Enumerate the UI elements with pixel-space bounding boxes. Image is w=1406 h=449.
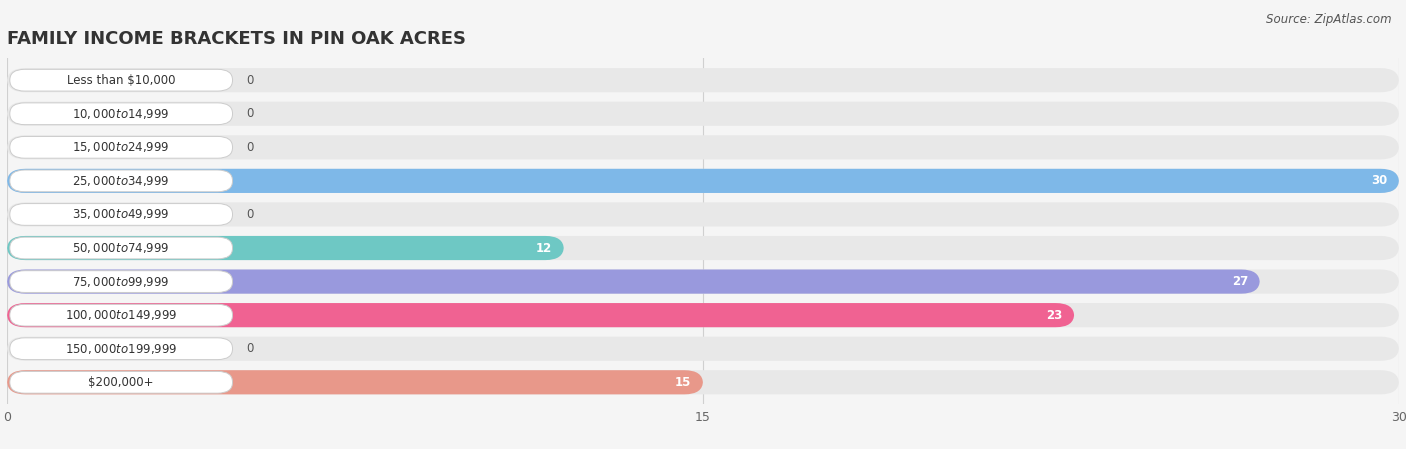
Text: $200,000+: $200,000+ (89, 376, 153, 389)
Text: $100,000 to $149,999: $100,000 to $149,999 (65, 308, 177, 322)
Text: 0: 0 (246, 141, 254, 154)
FancyBboxPatch shape (10, 103, 232, 125)
FancyBboxPatch shape (10, 371, 232, 393)
FancyBboxPatch shape (7, 202, 1399, 227)
FancyBboxPatch shape (7, 370, 1399, 394)
Text: 0: 0 (246, 107, 254, 120)
FancyBboxPatch shape (10, 170, 232, 192)
Text: $35,000 to $49,999: $35,000 to $49,999 (73, 207, 170, 221)
Text: 23: 23 (1046, 308, 1063, 321)
Text: $25,000 to $34,999: $25,000 to $34,999 (73, 174, 170, 188)
Text: 27: 27 (1232, 275, 1249, 288)
FancyBboxPatch shape (10, 338, 232, 360)
Text: 15: 15 (675, 376, 692, 389)
FancyBboxPatch shape (7, 337, 1399, 361)
Text: $50,000 to $74,999: $50,000 to $74,999 (73, 241, 170, 255)
FancyBboxPatch shape (7, 236, 1399, 260)
Text: 0: 0 (246, 74, 254, 87)
FancyBboxPatch shape (7, 303, 1399, 327)
FancyBboxPatch shape (7, 169, 1399, 193)
FancyBboxPatch shape (10, 136, 232, 158)
Text: Source: ZipAtlas.com: Source: ZipAtlas.com (1267, 13, 1392, 26)
Text: FAMILY INCOME BRACKETS IN PIN OAK ACRES: FAMILY INCOME BRACKETS IN PIN OAK ACRES (7, 31, 465, 48)
Text: 0: 0 (246, 342, 254, 355)
FancyBboxPatch shape (7, 101, 1399, 126)
FancyBboxPatch shape (7, 68, 1399, 92)
FancyBboxPatch shape (7, 269, 1260, 294)
Text: 0: 0 (246, 208, 254, 221)
Text: 12: 12 (536, 242, 553, 255)
FancyBboxPatch shape (7, 169, 1399, 193)
Text: 30: 30 (1371, 174, 1388, 187)
Text: $15,000 to $24,999: $15,000 to $24,999 (73, 141, 170, 154)
FancyBboxPatch shape (10, 203, 232, 225)
FancyBboxPatch shape (10, 237, 232, 259)
FancyBboxPatch shape (7, 236, 564, 260)
FancyBboxPatch shape (7, 370, 703, 394)
Text: $75,000 to $99,999: $75,000 to $99,999 (73, 275, 170, 289)
FancyBboxPatch shape (10, 271, 232, 292)
FancyBboxPatch shape (7, 269, 1399, 294)
Text: $150,000 to $199,999: $150,000 to $199,999 (65, 342, 177, 356)
FancyBboxPatch shape (10, 304, 232, 326)
FancyBboxPatch shape (7, 135, 1399, 159)
FancyBboxPatch shape (10, 69, 232, 91)
FancyBboxPatch shape (7, 303, 1074, 327)
Text: $10,000 to $14,999: $10,000 to $14,999 (73, 107, 170, 121)
Text: Less than $10,000: Less than $10,000 (67, 74, 176, 87)
